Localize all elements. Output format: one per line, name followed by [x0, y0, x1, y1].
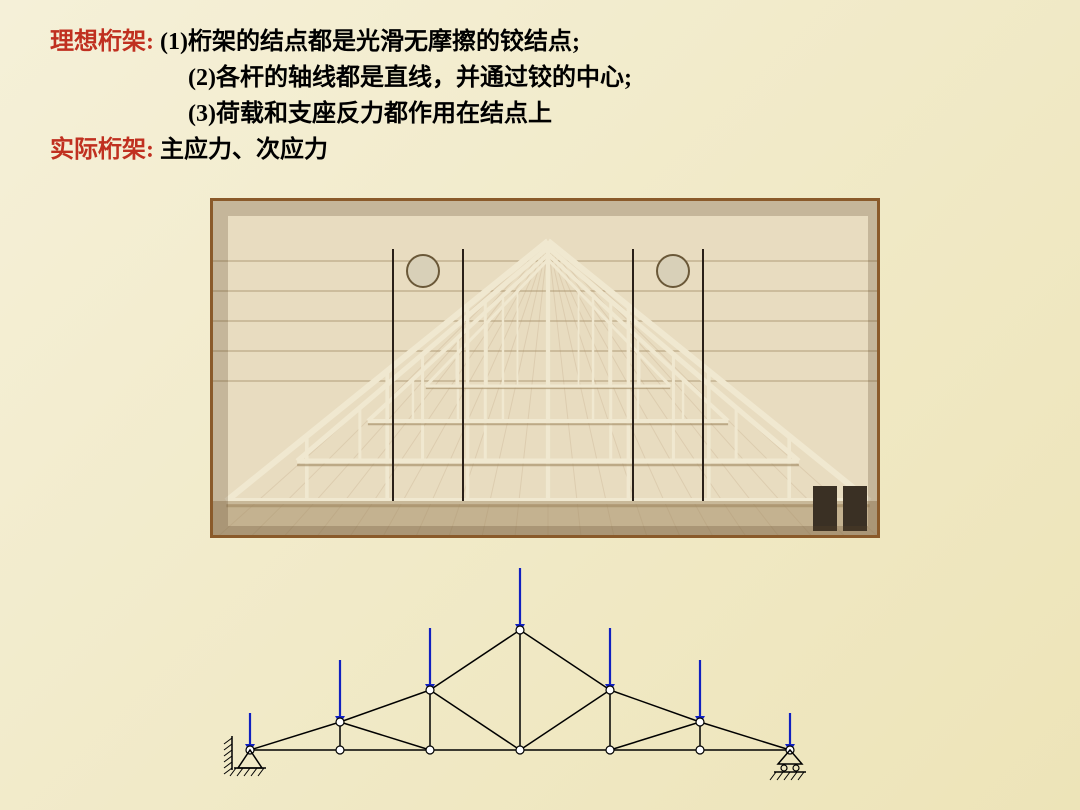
ideal-line-3: (3)荷载和支座反力都作用在结点上 [188, 101, 552, 127]
truss-photo-svg [213, 201, 880, 538]
actual-text: 主应力、次应力 [160, 137, 328, 163]
truss-photo [210, 198, 880, 538]
truss-diagram-svg [170, 560, 870, 790]
text-block: 理想桁架: (1)桁架的结点都是光滑无摩擦的铰结点; (2)各杆的轴线都是直线，… [50, 24, 632, 168]
ideal-line-2: (2)各杆的轴线都是直线，并通过铰的中心; [188, 65, 632, 91]
ideal-label: 理想桁架: [50, 29, 154, 55]
ideal-line-1: (1)桁架的结点都是光滑无摩擦的铰结点; [160, 29, 580, 55]
truss-diagram [170, 560, 870, 790]
actual-label: 实际桁架: [50, 137, 154, 163]
